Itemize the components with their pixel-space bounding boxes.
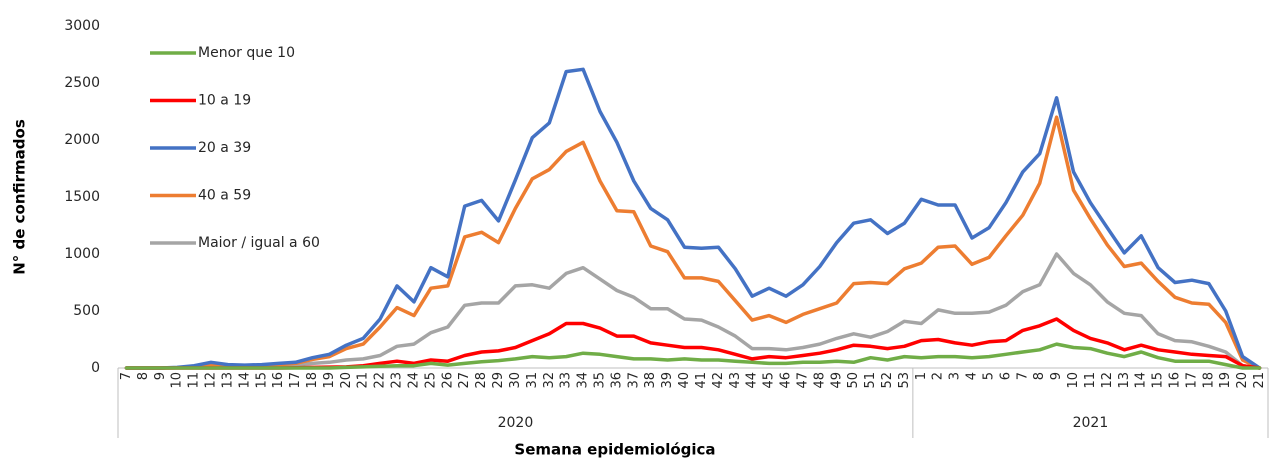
x-tick-label: 14 (1134, 372, 1149, 389)
x-tick-label: 28 (474, 372, 489, 389)
x-tick-label: 51 (863, 372, 878, 389)
x-tick-label: 18 (1201, 372, 1216, 389)
x-tick-label: 20 (339, 372, 354, 389)
y-tick-label: 0 (91, 360, 100, 376)
x-tick-label: 13 (1117, 372, 1132, 389)
x-tick-label: 21 (356, 372, 371, 389)
x-tick-label: 44 (745, 372, 760, 389)
x-tick-label: 48 (812, 372, 827, 389)
y-tick-label: 500 (73, 303, 100, 319)
x-tick-label: 11 (1083, 372, 1098, 389)
x-tick-label: 36 (609, 372, 624, 389)
x-tick-label: 19 (1218, 372, 1233, 389)
x-tick-label: 21 (1252, 372, 1267, 389)
x-tick-label: 6 (998, 372, 1013, 380)
x-tick-label: 10 (170, 372, 185, 389)
y-tick-label: 2500 (64, 75, 100, 91)
y-axis-title: N° de confirmados (11, 119, 29, 275)
x-tick-label: 27 (457, 372, 472, 389)
x-tick-label: 8 (136, 372, 151, 380)
x-tick-label: 31 (525, 372, 540, 389)
x-tick-label: 3 (948, 372, 963, 380)
x-tick-label: 7 (1015, 372, 1030, 380)
x-tick-label: 23 (390, 372, 405, 389)
x-tick-label: 33 (559, 372, 574, 389)
legend-label: 10 a 19 (198, 93, 251, 109)
x-tick-label: 1 (914, 372, 929, 380)
x-tick-label: 7 (119, 372, 134, 380)
x-tick-label: 39 (660, 372, 675, 389)
line-series (124, 67, 1262, 370)
x-tick-label: 45 (762, 372, 777, 389)
y-tick-label: 1500 (64, 189, 100, 205)
x-tick-label: 24 (406, 372, 421, 389)
x-tick-label: 30 (508, 372, 523, 389)
x-tick-label: 11 (187, 372, 202, 389)
x-group-label: 2021 (1073, 415, 1109, 431)
x-tick-label: 32 (542, 372, 557, 389)
x-tick-label: 13 (220, 372, 235, 389)
legend-label: 20 a 39 (198, 140, 251, 156)
x-tick-label: 8 (1032, 372, 1047, 380)
x-tick-label: 19 (322, 372, 337, 389)
x-tick-label: 16 (1167, 372, 1182, 389)
x-tick-label: 46 (779, 372, 794, 389)
x-tick-label: 40 (677, 372, 692, 389)
x-tick-label: 37 (626, 372, 641, 389)
line-series (124, 115, 1262, 370)
x-tick-label: 29 (491, 372, 506, 389)
x-tick-label: 5 (981, 372, 996, 380)
x-tick-label: 25 (423, 372, 438, 389)
x-group-label: 2020 (498, 415, 534, 431)
legend-label: Maior / igual a 60 (198, 235, 320, 251)
x-tick-label: 53 (897, 372, 912, 389)
x-tick-label: 42 (711, 372, 726, 389)
x-tick-label: 12 (1100, 372, 1115, 389)
x-tick-label: 18 (305, 372, 320, 389)
x-tick-label: 10 (1066, 372, 1081, 389)
x-tick-label: 2 (931, 372, 946, 380)
x-tick-label: 41 (694, 372, 709, 389)
legend-label: 40 a 59 (198, 188, 251, 204)
x-tick-label: 38 (643, 372, 658, 389)
x-tick-label: 14 (237, 372, 252, 389)
x-tick-label: 43 (728, 372, 743, 389)
x-tick-label: 52 (880, 372, 895, 389)
x-tick-label: 4 (965, 372, 980, 380)
y-tick-label: 3000 (64, 18, 100, 34)
x-tick-label: 16 (271, 372, 286, 389)
x-tick-label: 35 (592, 372, 607, 389)
x-tick-label: 34 (576, 372, 591, 389)
x-tick-label: 15 (254, 372, 269, 389)
line-series (124, 252, 1262, 370)
legend-label: Menor que 10 (198, 45, 295, 61)
x-tick-label: 50 (846, 372, 861, 389)
x-tick-label: 47 (795, 372, 810, 389)
line-series (124, 342, 1262, 370)
y-tick-label: 1000 (64, 246, 100, 262)
x-tick-label: 15 (1151, 372, 1166, 389)
x-tick-label: 26 (440, 372, 455, 389)
x-tick-label: 17 (1184, 372, 1199, 389)
x-tick-label: 12 (204, 372, 219, 389)
x-tick-label: 20 (1235, 372, 1250, 389)
y-tick-label: 2000 (64, 132, 100, 148)
x-tick-label: 9 (1049, 372, 1064, 380)
x-tick-label: 49 (829, 372, 844, 389)
x-tick-label: 17 (288, 372, 303, 389)
x-tick-label: 22 (373, 372, 388, 389)
x-axis-title: Semana epidemiológica (514, 441, 715, 459)
x-tick-label: 9 (153, 372, 168, 380)
